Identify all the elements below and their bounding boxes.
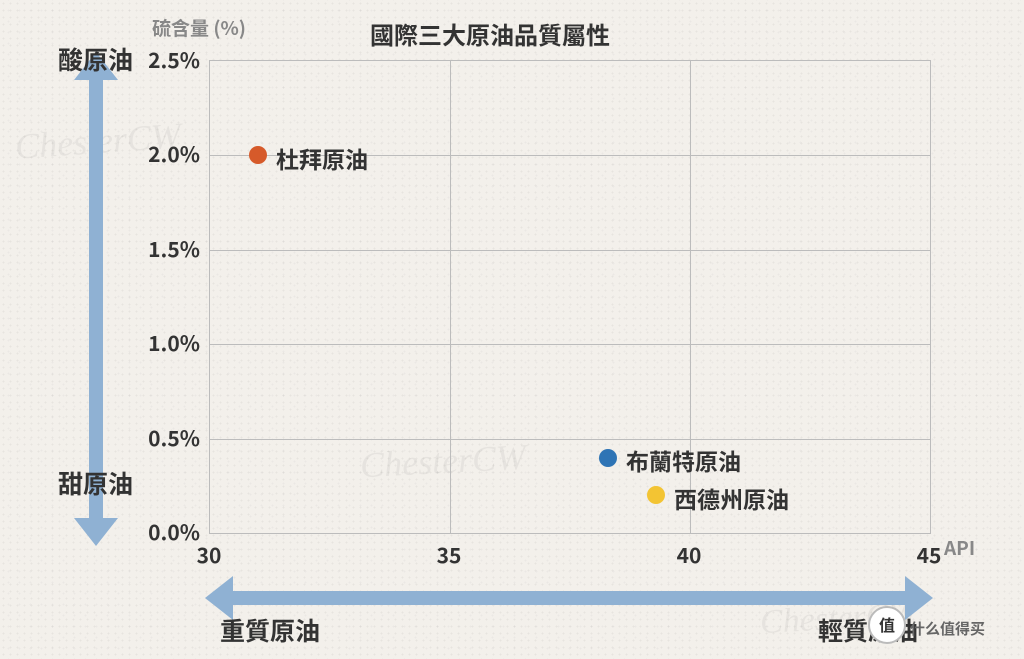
gridline-h bbox=[210, 250, 930, 251]
x-arrow-shaft bbox=[231, 591, 907, 605]
gridline-h bbox=[210, 439, 930, 440]
smzdm-label: 什么值得买 bbox=[910, 618, 985, 639]
x-arrow-label-left: 重質原油 bbox=[220, 612, 320, 648]
y-axis-label: 硫含量 (%) bbox=[152, 14, 246, 41]
gridline-h bbox=[210, 344, 930, 345]
ytick: 1.0% bbox=[140, 328, 200, 358]
plot-area: 杜拜原油 布蘭特原油 西德州原油 bbox=[209, 60, 931, 534]
point-brent bbox=[599, 449, 617, 467]
ytick: 1.5% bbox=[140, 234, 200, 264]
point-label-brent: 布蘭特原油 bbox=[626, 443, 741, 477]
point-dubai bbox=[249, 146, 267, 164]
chart-title: 國際三大原油品質屬性 bbox=[370, 16, 610, 51]
point-label-dubai: 杜拜原油 bbox=[276, 141, 368, 175]
smzdm-badge: 值 bbox=[867, 605, 907, 645]
y-arrow-head-down bbox=[74, 518, 118, 546]
ytick: 2.0% bbox=[140, 139, 200, 169]
point-label-wti: 西德州原油 bbox=[674, 481, 789, 515]
ytick: 2.5% bbox=[140, 45, 200, 75]
ytick: 0.5% bbox=[140, 423, 200, 453]
y-arrow-shaft bbox=[89, 76, 103, 522]
xtick: 35 bbox=[437, 540, 462, 570]
point-wti bbox=[647, 486, 665, 504]
xtick: 45 bbox=[917, 540, 942, 570]
ytick: 0.0% bbox=[140, 517, 200, 547]
svg-text:值: 值 bbox=[879, 612, 895, 636]
xtick: 30 bbox=[197, 540, 222, 570]
xtick: 40 bbox=[677, 540, 702, 570]
y-arrow-label-bottom: 甜原油 bbox=[58, 470, 84, 496]
gridline-v bbox=[450, 61, 451, 533]
x-axis-label: API bbox=[944, 534, 975, 561]
y-arrow-label-top: 酸原油 bbox=[58, 46, 84, 72]
